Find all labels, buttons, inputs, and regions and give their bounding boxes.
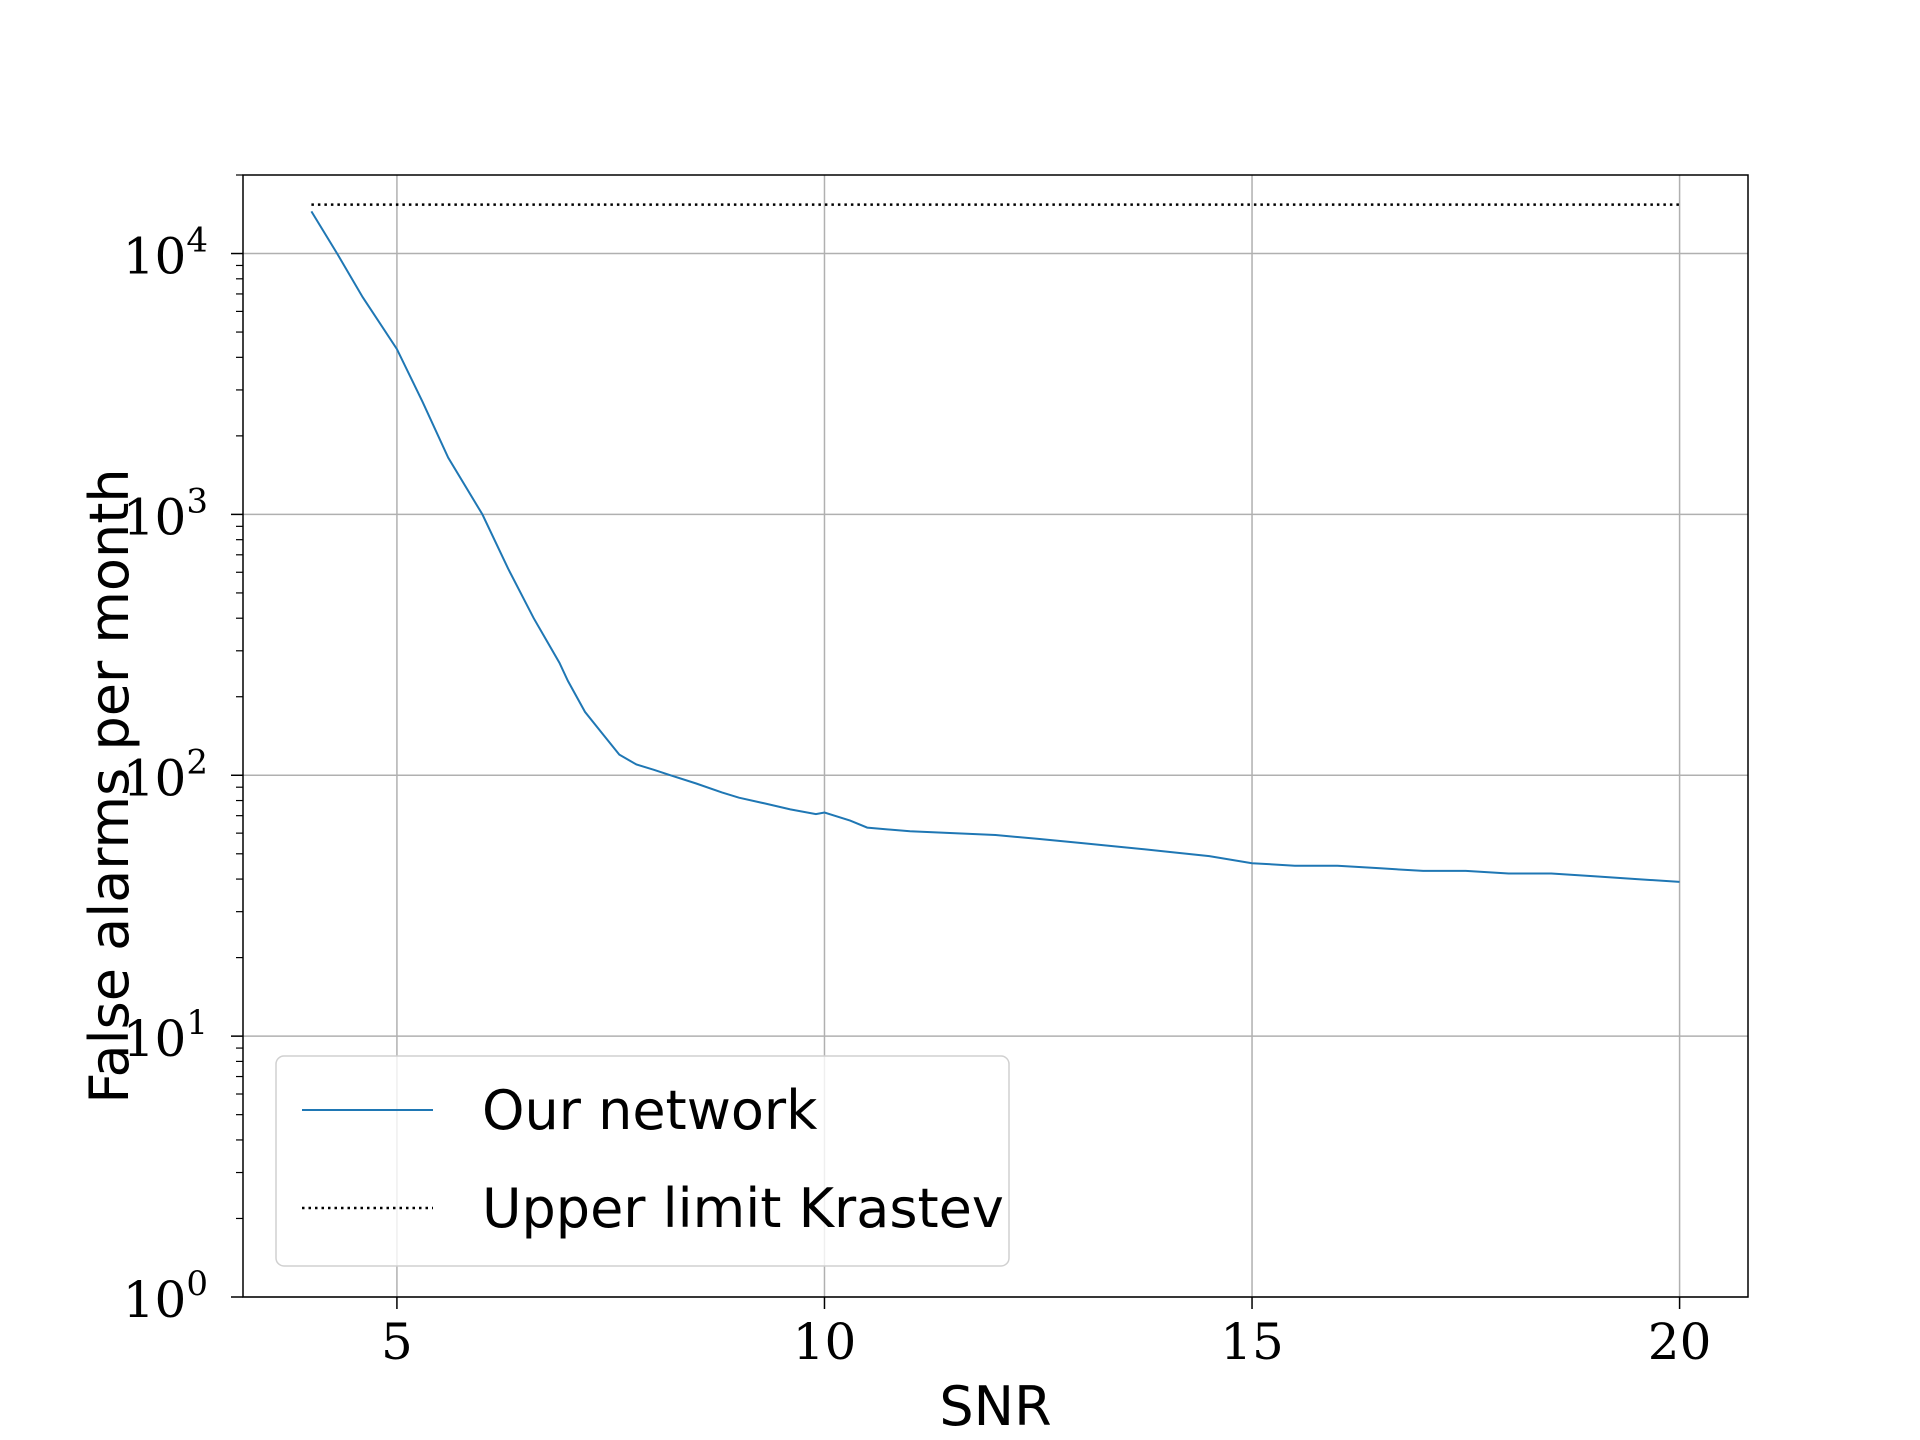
x-tick-label: 5 (381, 1313, 413, 1371)
plot-frame (242, 174, 1749, 1298)
y-tick-label: 102 (123, 742, 208, 807)
legend-label-our-network: Our network (482, 1079, 818, 1142)
series-line-our-network (310, 210, 1680, 883)
legend-label-upper-limit: Upper limit Krastev (482, 1177, 1004, 1240)
x-tick-label: 20 (1648, 1313, 1712, 1371)
legend-box (275, 1055, 1010, 1267)
legend: Our network Upper limit Krastev (275, 1055, 1010, 1267)
x-tick-label: 15 (1220, 1313, 1284, 1371)
y-tick-label: 101 (123, 1003, 208, 1068)
y-tick-label: 104 (123, 221, 208, 286)
y-tick-label: 100 (123, 1264, 208, 1329)
series-layer (310, 203, 1680, 883)
x-axis-label: SNR (939, 1375, 1051, 1438)
y-tick-label: 103 (123, 481, 208, 546)
ticks: 5 10 15 20 100 101 102 103 104 (123, 174, 1712, 1371)
y-axis-label: False alarms per month (78, 468, 141, 1103)
x-tick-label: 10 (793, 1313, 857, 1371)
